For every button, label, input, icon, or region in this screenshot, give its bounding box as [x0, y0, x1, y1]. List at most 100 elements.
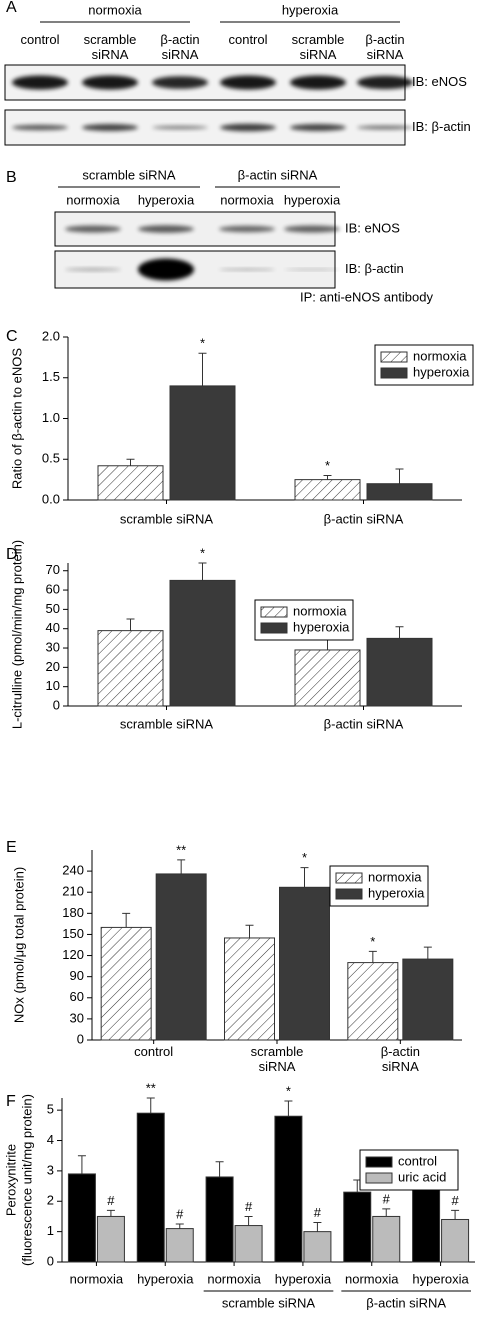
lane-label: scramble siRNA: [84, 32, 137, 62]
bar: [67, 1173, 96, 1263]
legend-swatch: [365, 1172, 393, 1184]
blot-band: [290, 75, 346, 90]
error-bar: [395, 626, 404, 639]
blot-band: [138, 225, 194, 233]
blot-band: [219, 268, 275, 271]
bar: [136, 1112, 165, 1263]
bar: [165, 1228, 194, 1263]
row-label: IB: eNOS: [345, 220, 400, 235]
group-label: scramble siRNA: [82, 167, 176, 182]
group-label: β-actin siRNA: [238, 167, 318, 182]
blot-band: [12, 75, 68, 90]
legend-swatch: [260, 606, 288, 618]
annotation: *: [286, 1083, 291, 1098]
y-tick-label: 5: [47, 1102, 54, 1117]
bar: [224, 937, 275, 1041]
x-tick-label: β-actin siRNA: [381, 1044, 420, 1074]
annotation: #: [383, 1191, 391, 1206]
error-bar: [175, 1223, 184, 1229]
error-bar: [198, 562, 207, 581]
y-axis-label: Ratio of β-actin to eNOS: [9, 348, 24, 489]
bar: [347, 962, 399, 1041]
lane-label: normoxia: [66, 192, 120, 207]
lane-label: control: [20, 32, 59, 47]
y-tick-label: 0.0: [42, 491, 60, 506]
bar: [155, 873, 207, 1041]
group-label: scramble siRNA: [222, 1295, 316, 1310]
y-tick-label: 10: [46, 678, 60, 693]
bar: [100, 926, 152, 1041]
y-axis-label: NOx (pmol/μg total protein): [11, 867, 26, 1023]
y-tick-label: 60: [70, 989, 84, 1004]
legend-swatch: [335, 888, 363, 900]
bar: [303, 1231, 332, 1263]
x-tick-label: scramble siRNA: [251, 1044, 304, 1074]
panel-letter: D: [6, 546, 18, 563]
bar: [441, 1218, 470, 1263]
bar: [97, 465, 164, 501]
blot-band: [82, 75, 138, 90]
y-tick-label: 120: [62, 947, 84, 962]
bar: [234, 1225, 263, 1263]
y-tick-label: 60: [46, 581, 60, 596]
legend-label: normoxia: [368, 869, 422, 884]
legend-label: control: [398, 1153, 437, 1168]
legend-swatch: [380, 351, 408, 363]
annotation: #: [245, 1199, 253, 1214]
group-label: hyperoxia: [282, 2, 339, 17]
error-bar: [300, 867, 309, 888]
y-tick-label: 210: [62, 884, 84, 899]
x-tick-label: hyperoxia: [412, 1271, 469, 1286]
y-tick-label: 50: [46, 601, 60, 616]
legend-swatch: [260, 622, 288, 634]
blot-band: [65, 268, 121, 271]
y-axis-label: Peroxynitrite: [3, 1144, 18, 1216]
panel-letter: B: [6, 169, 17, 186]
lane-label: scramble siRNA: [292, 32, 345, 62]
error-bar: [106, 1209, 115, 1217]
lane-label: β-actin siRNA: [365, 32, 404, 62]
x-tick-label: normoxia: [207, 1271, 261, 1286]
blot-band: [284, 225, 340, 233]
error-bar: [198, 352, 207, 386]
annotation: #: [451, 1193, 459, 1208]
x-tick-label: normoxia: [345, 1271, 399, 1286]
bar: [294, 479, 361, 501]
annotation: **: [176, 842, 186, 857]
lane-label: β-actin siRNA: [160, 32, 199, 62]
blot-note: IP: anti-eNOS antibody: [300, 289, 433, 304]
panel-letter: F: [6, 1093, 16, 1110]
legend-swatch: [380, 367, 408, 379]
error-bar: [177, 859, 186, 874]
blot-band: [12, 124, 68, 131]
error-bar: [126, 458, 135, 466]
x-tick-label: β-actin siRNA: [324, 716, 404, 731]
row-label: IB: eNOS: [412, 74, 467, 89]
annotation: **: [146, 1080, 156, 1095]
y-tick-label: 0: [47, 1253, 54, 1268]
error-bar: [451, 1209, 460, 1220]
bar: [205, 1176, 234, 1263]
blot-band: [284, 268, 340, 271]
x-tick-label: hyperoxia: [137, 1271, 194, 1286]
y-tick-label: 3: [47, 1162, 54, 1177]
lane-label: hyperoxia: [284, 192, 341, 207]
annotation: *: [370, 934, 375, 949]
panel-letter: A: [6, 0, 17, 16]
y-tick-label: 0.5: [42, 451, 60, 466]
legend-label: normoxia: [293, 603, 347, 618]
y-tick-label: 2: [47, 1193, 54, 1208]
x-tick-label: scramble siRNA: [120, 716, 214, 731]
error-bar: [244, 1215, 253, 1226]
x-tick-label: β-actin siRNA: [324, 511, 404, 526]
y-tick-label: 1.5: [42, 369, 60, 384]
panel-letter: E: [6, 839, 17, 856]
blot-band: [220, 123, 276, 132]
annotation: #: [176, 1206, 184, 1221]
blot-band: [152, 76, 208, 89]
blot-band: [357, 75, 413, 90]
blot-band: [357, 125, 413, 130]
x-tick-label: control: [134, 1044, 173, 1059]
y-axis-label: (fluorescence unit/mg protein): [19, 1094, 34, 1266]
